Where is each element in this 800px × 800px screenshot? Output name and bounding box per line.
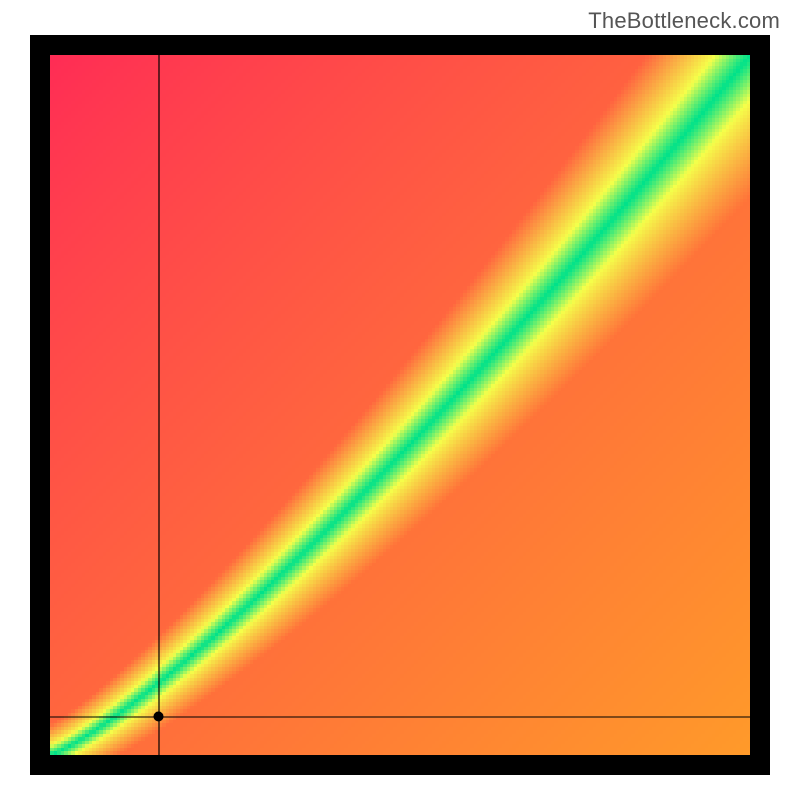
crosshair-overlay [50,55,750,755]
plot-frame [30,35,770,775]
watermark-text: TheBottleneck.com [588,8,780,34]
figure-container: TheBottleneck.com [0,0,800,800]
